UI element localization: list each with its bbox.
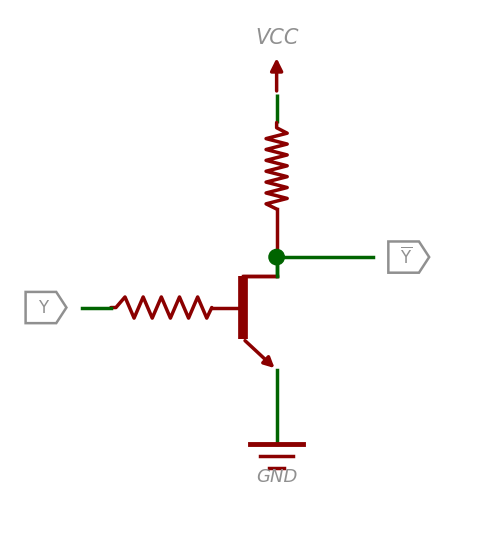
- Text: $\overline{\mathrm{Y}}$: $\overline{\mathrm{Y}}$: [400, 247, 413, 268]
- Text: VCC: VCC: [255, 28, 298, 48]
- Text: $\mathrm{Y}$: $\mathrm{Y}$: [37, 299, 50, 317]
- Circle shape: [269, 249, 284, 265]
- Text: GND: GND: [256, 469, 297, 487]
